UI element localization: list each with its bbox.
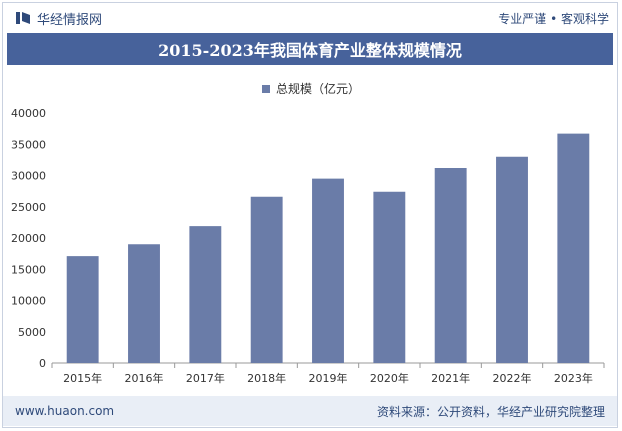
bar-2015年 [66,256,99,363]
y-tick-label: 15000 [11,263,46,276]
x-tick-label: 2017年 [186,371,225,385]
website-url[interactable]: www.huaon.com [15,404,115,418]
brand: 华经情报网 [15,9,102,28]
y-tick-label: 20000 [11,232,46,245]
x-tick-label: 2021年 [431,371,470,385]
slogan: 专业严谨 • 客观科学 [498,11,609,26]
top-bar: 华经情报网 专业严谨 • 客观科学 [3,3,617,33]
x-tick-label: 2016年 [125,371,164,385]
y-tick-label: 25000 [11,201,46,214]
chart-title: 2015-2023年我国体育产业整体规模情况 [158,41,462,60]
legend: 总规模（亿元） [0,80,622,97]
bar-2021年 [434,168,467,363]
y-tick-label: 35000 [11,138,46,151]
y-tick-label: 0 [39,357,46,370]
x-tick-label: 2015年 [63,371,102,385]
legend-label: 总规模（亿元） [275,82,360,96]
source-note: 资料来源：公开资料，华经产业研究院整理 [376,404,605,419]
title-bar: 2015-2023年我国体育产业整体规模情况 [7,33,613,65]
x-tick-label: 2023年 [554,371,593,385]
bar-2019年 [312,178,344,363]
x-tick-label: 2018年 [247,371,286,385]
bar-2022年 [496,156,528,363]
bar-2023年 [557,133,590,363]
y-tick-label: 5000 [18,326,46,339]
bar-2017年 [189,226,222,363]
legend-swatch [261,84,270,93]
x-tick-label: 2022年 [493,371,532,385]
y-tick-label: 30000 [11,170,46,183]
x-tick-label: 2019年 [309,371,348,385]
x-tick-label: 2020年 [370,371,409,385]
huajing-logo-icon [16,12,30,24]
footer-bar: www.huaon.com 资料来源：公开资料，华经产业研究院整理 [3,396,617,426]
y-tick-label: 10000 [11,295,46,308]
bar-2020年 [373,191,406,363]
bar-2016年 [128,244,160,363]
bar-2018年 [250,196,283,363]
y-tick-label: 40000 [11,107,46,120]
brand-name: 华经情报网 [37,12,103,28]
